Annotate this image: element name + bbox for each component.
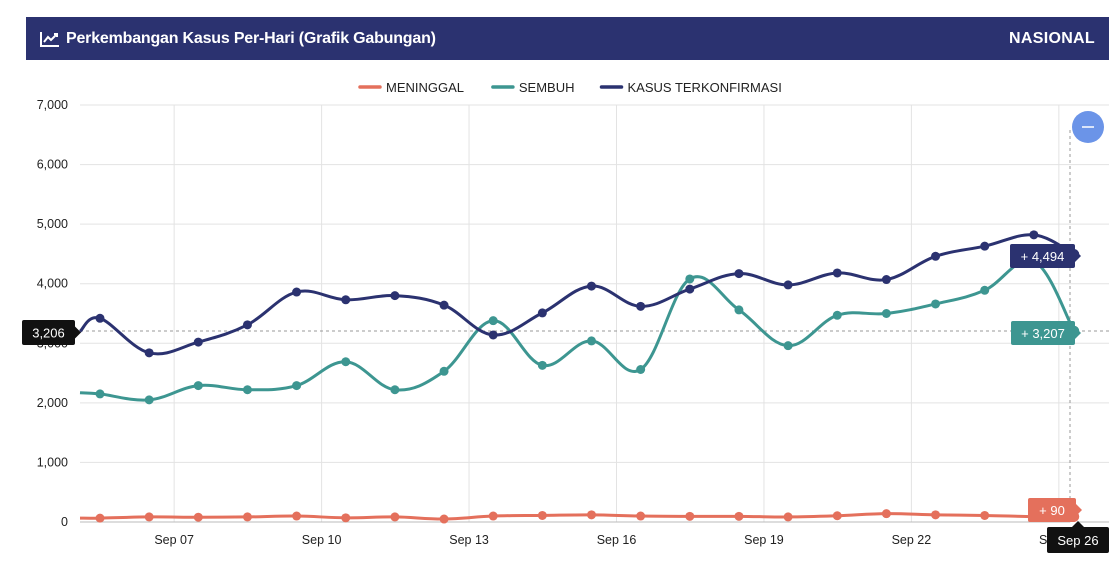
data-point-terkonfirmasi[interactable] xyxy=(587,281,596,291)
data-point-sembuh[interactable] xyxy=(488,316,498,326)
data-point-terkonfirmasi[interactable] xyxy=(95,313,105,323)
data-point-meninggal[interactable] xyxy=(292,511,302,521)
tooltip-y-value-bg xyxy=(22,320,75,345)
data-point-terkonfirmasi[interactable] xyxy=(881,275,891,285)
region-label: NASIONAL xyxy=(1009,29,1095,47)
x-tick-label: Sep 19 xyxy=(744,533,784,547)
data-point-terkonfirmasi[interactable] xyxy=(144,348,154,358)
data-point-sembuh[interactable] xyxy=(537,360,547,370)
data-point-sembuh[interactable] xyxy=(636,364,646,374)
data-point-meninggal[interactable] xyxy=(95,513,105,523)
data-point-terkonfirmasi[interactable] xyxy=(931,251,941,261)
series-line-terkonfirmasi xyxy=(78,233,1075,356)
data-point-sembuh[interactable] xyxy=(881,309,891,318)
tooltip-y-value: 3,206 xyxy=(32,326,65,341)
tooltip-terkonfirmasi-arrow xyxy=(1075,250,1081,262)
tooltip-date-arrow xyxy=(1072,521,1084,527)
tooltip-sembuh-arrow xyxy=(1075,327,1081,339)
data-point-sembuh[interactable] xyxy=(734,305,744,315)
data-point-sembuh[interactable] xyxy=(193,381,203,391)
legend-label-meninggal: MENINGGAL xyxy=(386,80,464,95)
series-line-meninggal xyxy=(79,512,1075,521)
data-point-sembuh[interactable] xyxy=(685,274,695,284)
x-tick-label: Sep 10 xyxy=(302,533,342,547)
data-point-sembuh[interactable] xyxy=(95,389,105,399)
legend-label-sembuh: SEMBUH xyxy=(519,80,575,95)
data-point-terkonfirmasi[interactable] xyxy=(341,295,351,305)
data-point-sembuh[interactable] xyxy=(783,341,793,351)
header-title-group: Perkembangan Kasus Per-Hari (Grafik Gabu… xyxy=(40,30,436,48)
data-point-sembuh[interactable] xyxy=(980,285,990,295)
data-point-terkonfirmasi[interactable] xyxy=(488,330,498,340)
x-tick-label: Sep 22 xyxy=(892,533,932,547)
data-point-sembuh[interactable] xyxy=(341,357,351,367)
data-point-terkonfirmasi[interactable] xyxy=(537,308,547,318)
data-point-sembuh[interactable] xyxy=(292,381,302,391)
tooltip-date-bg xyxy=(1047,527,1109,553)
data-point-meninggal[interactable] xyxy=(587,510,596,520)
data-point-terkonfirmasi[interactable] xyxy=(685,284,695,294)
tooltip-meninggal-arrow xyxy=(1076,504,1082,516)
data-point-meninggal[interactable] xyxy=(537,510,547,520)
data-point-meninggal[interactable] xyxy=(193,512,203,522)
data-point-sembuh[interactable] xyxy=(832,310,842,320)
data-point-sembuh[interactable] xyxy=(242,385,252,395)
y-tick-label: 4,000 xyxy=(37,277,68,291)
data-point-sembuh[interactable] xyxy=(390,385,400,395)
data-point-terkonfirmasi[interactable] xyxy=(242,320,252,330)
tooltip-y-value-arrow xyxy=(75,326,81,339)
y-tick-label: 1,000 xyxy=(37,455,68,469)
data-point-terkonfirmasi[interactable] xyxy=(292,287,302,297)
data-point-meninggal[interactable] xyxy=(341,513,351,523)
data-point-sembuh[interactable] xyxy=(587,336,596,346)
data-point-meninggal[interactable] xyxy=(783,512,793,522)
chart-header: Perkembangan Kasus Per-Hari (Grafik Gabu… xyxy=(26,17,1109,60)
x-tick-label: Sep 07 xyxy=(154,533,194,547)
tooltip-meninggal-bg xyxy=(1028,498,1076,522)
data-point-meninggal[interactable] xyxy=(980,510,990,520)
data-point-meninggal[interactable] xyxy=(439,514,449,524)
chart-title: Perkembangan Kasus Per-Hari (Grafik Gabu… xyxy=(66,29,436,47)
data-point-meninggal[interactable] xyxy=(390,512,400,522)
tooltip-terkonfirmasi: + 4,494 xyxy=(1021,249,1065,264)
y-tick-label: 2,000 xyxy=(37,396,68,410)
legend-label-terkonfirmasi: KASUS TERKONFIRMASI xyxy=(628,80,782,95)
y-tick-label: 7,000 xyxy=(37,98,68,112)
tooltip-date: Sep 26 xyxy=(1057,533,1098,548)
data-point-meninggal[interactable] xyxy=(488,511,498,521)
data-point-meninggal[interactable] xyxy=(242,512,252,522)
data-point-terkonfirmasi[interactable] xyxy=(390,291,400,301)
series-line-sembuh xyxy=(79,258,1076,402)
data-point-terkonfirmasi[interactable] xyxy=(832,268,842,278)
data-point-meninggal[interactable] xyxy=(832,511,842,521)
tooltip-meninggal: + 90 xyxy=(1039,503,1065,518)
data-point-sembuh[interactable] xyxy=(439,366,449,376)
line-chart-icon xyxy=(40,31,60,47)
data-point-meninggal[interactable] xyxy=(144,512,154,522)
data-point-meninggal[interactable] xyxy=(685,511,695,521)
x-tick-label: Sep 16 xyxy=(597,533,637,547)
data-point-terkonfirmasi[interactable] xyxy=(193,337,203,347)
data-point-terkonfirmasi[interactable] xyxy=(1029,230,1039,240)
data-point-meninggal[interactable] xyxy=(636,511,646,521)
data-point-terkonfirmasi[interactable] xyxy=(636,301,646,311)
data-point-terkonfirmasi[interactable] xyxy=(783,280,793,290)
data-point-terkonfirmasi[interactable] xyxy=(439,300,449,310)
y-tick-label: 0 xyxy=(61,515,68,529)
x-tick-label: Sep 13 xyxy=(449,533,489,547)
data-point-terkonfirmasi[interactable] xyxy=(980,241,990,251)
data-point-meninggal[interactable] xyxy=(881,509,891,519)
tooltip-sembuh-bg xyxy=(1011,321,1075,345)
data-point-terkonfirmasi[interactable] xyxy=(734,269,744,279)
data-point-meninggal[interactable] xyxy=(734,511,744,521)
data-point-meninggal[interactable] xyxy=(931,510,941,520)
data-point-sembuh[interactable] xyxy=(144,395,154,405)
y-tick-label: 5,000 xyxy=(37,217,68,231)
tooltip-terkonfirmasi-bg xyxy=(1010,244,1075,268)
data-point-sembuh[interactable] xyxy=(931,299,941,309)
y-tick-label: 6,000 xyxy=(37,158,68,172)
tooltip-sembuh: + 3,207 xyxy=(1021,326,1065,341)
